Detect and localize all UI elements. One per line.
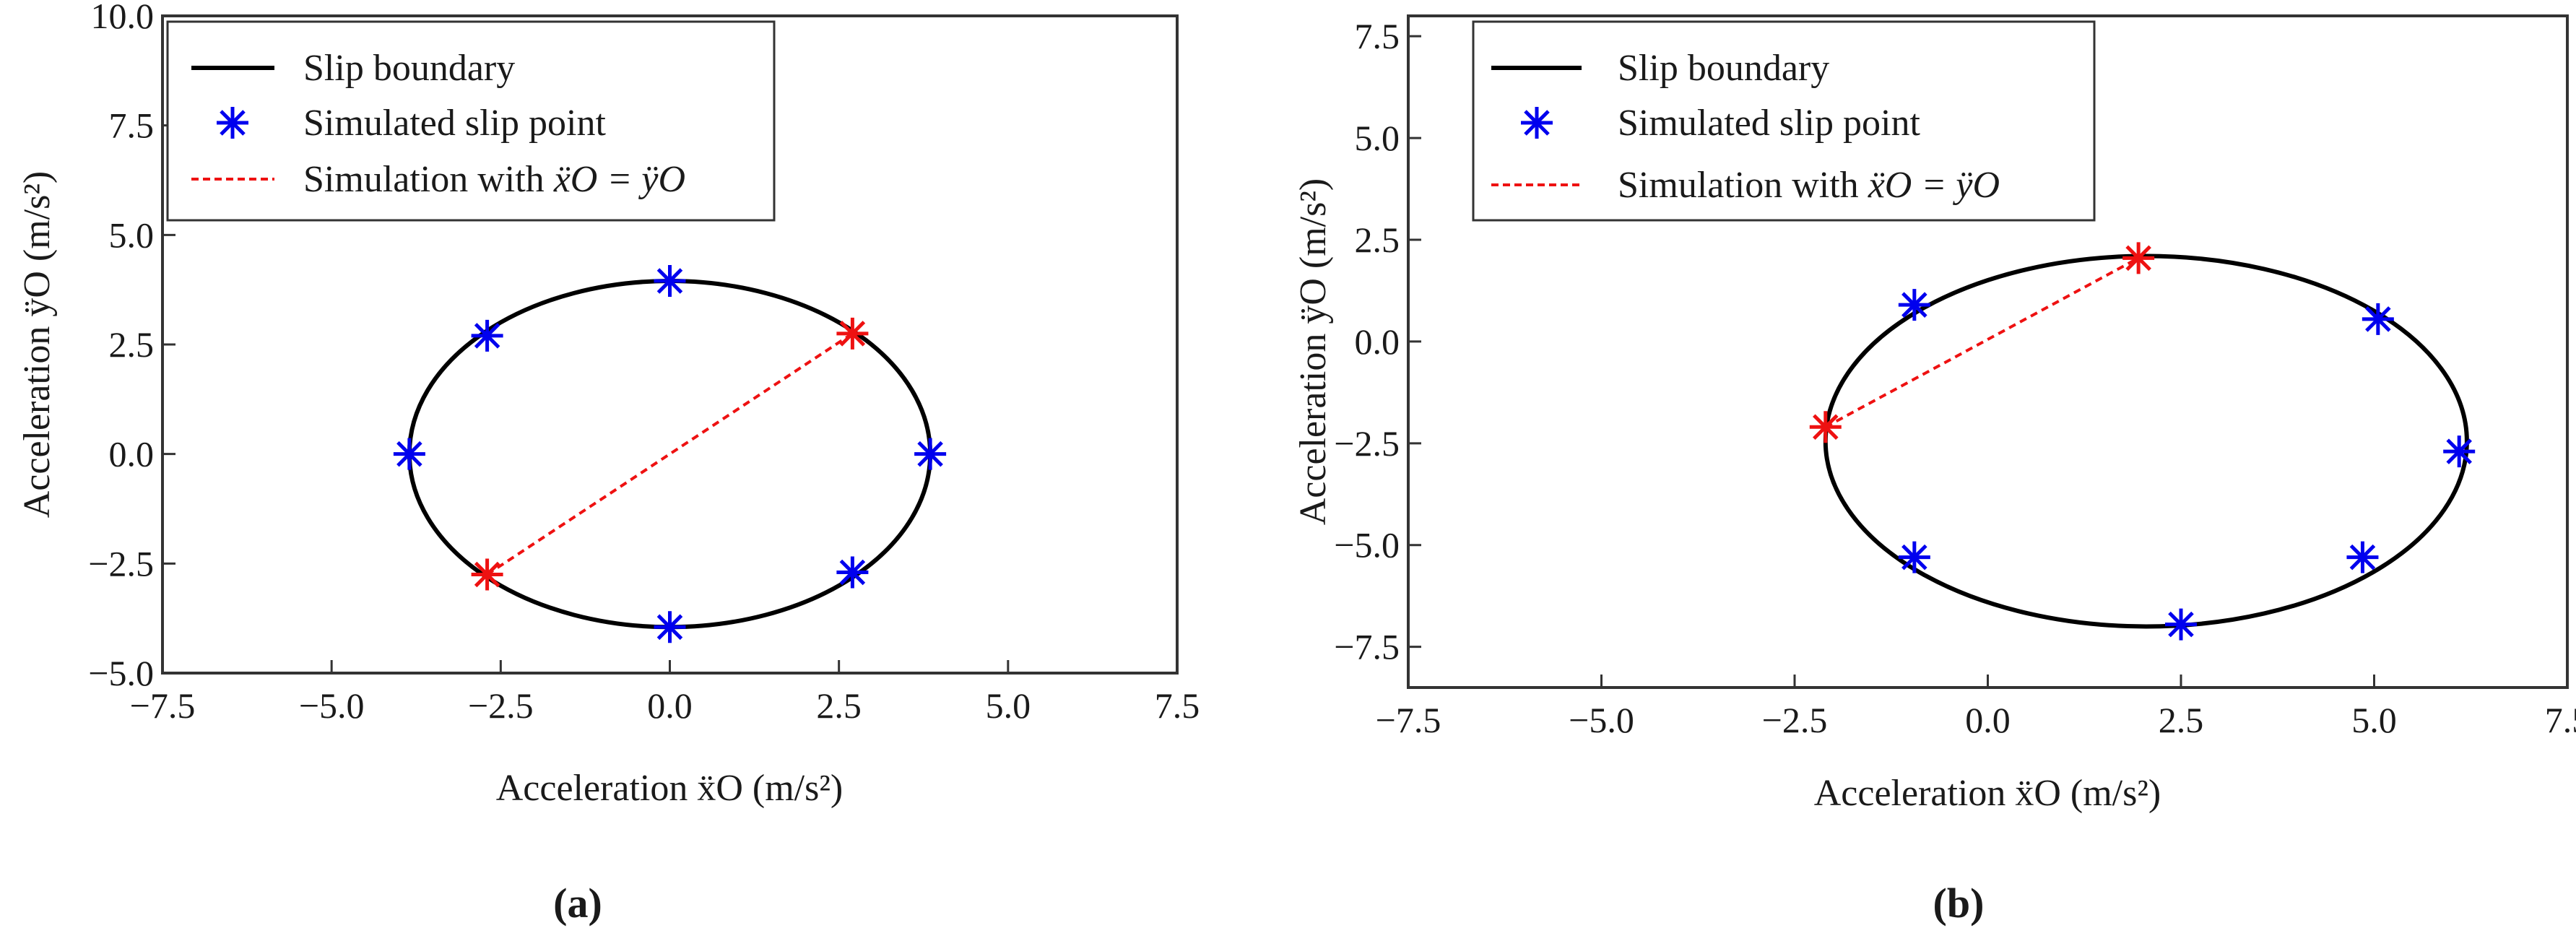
simulated-slip-point xyxy=(654,611,686,643)
legend-equal-prefix: Simulation with xyxy=(303,159,554,200)
y-tick-label: 0.0 xyxy=(109,434,155,474)
legend-equal-prefix: Simulation with xyxy=(1618,165,1868,206)
equal-simulation-point xyxy=(1809,411,1842,443)
simulated-slip-point xyxy=(2443,435,2476,468)
legend-equal-equation: ẍO = ÿO xyxy=(553,159,685,200)
simulated-slip-point xyxy=(393,438,425,470)
chart-panel-b: −7.5 −5.0 −2.5 0.0 2.5 5.0 7.5 −7.5 −5.0 −2.5 0.0 2… xyxy=(1293,14,2576,927)
legend: Slip boundary Simulated slip point Simul… xyxy=(1472,20,2096,222)
y-tick-label: −7.5 xyxy=(1334,627,1400,667)
panel-label-b: (b) xyxy=(1933,880,1985,927)
y-tick-label: −2.5 xyxy=(88,543,154,584)
simulated-slip-point xyxy=(1898,289,1930,321)
x-axis-label: Acceleration ẍO (m/s²) xyxy=(1814,773,2161,814)
legend-equal-label: Simulation with ẍO = ÿO xyxy=(1618,165,2000,206)
simulated-slip-point xyxy=(914,438,947,470)
y-tick-label: 5.0 xyxy=(109,214,155,255)
y-tick-label: 5.0 xyxy=(1355,118,1400,158)
simulated-slip-point xyxy=(2346,541,2379,573)
x-tick-label: −7.5 xyxy=(1376,700,1441,740)
y-tick-label: 10.0 xyxy=(91,0,155,36)
legend-boundary-label: Slip boundary xyxy=(1618,48,1829,89)
simulated-slip-point xyxy=(471,319,503,352)
legend-equal-label: Simulation with ẍO = ÿO xyxy=(303,159,685,200)
simulated-slip-point xyxy=(2165,608,2197,641)
x-tick-label: 2.5 xyxy=(2159,700,2204,740)
legend-simulated-swatch xyxy=(1521,107,1553,139)
x-tick-label: 5.0 xyxy=(2351,700,2397,740)
y-tick-label: 2.5 xyxy=(109,324,155,365)
legend-box xyxy=(1472,20,2096,222)
x-tick-label: 7.5 xyxy=(2545,700,2576,740)
x-tick-label: −2.5 xyxy=(468,685,534,726)
y-tick-label: 0.0 xyxy=(1355,321,1400,362)
y-tick-label: −5.0 xyxy=(1334,525,1400,565)
y-tick-label: 2.5 xyxy=(1355,220,1400,260)
x-tick-label: 5.0 xyxy=(986,685,1031,726)
chart-panel-a: −7.5 −5.0 −2.5 0.0 2.5 5.0 7.5−5.0−2.50.02.55.… xyxy=(17,0,1200,927)
x-tick-label: −5.0 xyxy=(1569,700,1634,740)
equal-simulation-point xyxy=(2122,242,2155,274)
x-tick-label: 2.5 xyxy=(816,685,862,726)
simulated-slip-point xyxy=(2362,303,2394,335)
y-tick-label: −2.5 xyxy=(1334,423,1400,464)
legend-simulated-label: Simulated slip point xyxy=(1618,103,1920,144)
y-tick-label: −5.0 xyxy=(88,653,154,693)
y-tick-label: 7.5 xyxy=(1355,16,1400,56)
legend-simulated-swatch xyxy=(217,107,248,139)
equal-simulation-point xyxy=(471,558,503,591)
x-tick-label: −7.5 xyxy=(130,685,196,726)
panel-label-a: (a) xyxy=(553,880,602,927)
simulated-slip-point xyxy=(654,265,686,298)
x-tick-label: 7.5 xyxy=(1155,685,1200,726)
legend-simulated-label: Simulated slip point xyxy=(303,103,606,144)
x-tick-label: −2.5 xyxy=(1762,700,1828,740)
legend-box xyxy=(166,20,776,222)
x-axis-label: Acceleration ẍO (m/s²) xyxy=(496,768,844,809)
x-tick-label: 0.0 xyxy=(647,685,693,726)
x-tick-label: 0.0 xyxy=(1965,700,2011,740)
legend-boundary-label: Slip boundary xyxy=(303,48,515,89)
y-axis-label: Acceleration ÿO (m/s²) xyxy=(1293,178,1334,526)
simulated-slip-point xyxy=(836,556,869,589)
simulated-slip-point xyxy=(1898,541,1930,573)
equal-simulation-line xyxy=(1824,256,2140,429)
y-axis-label: Acceleration ÿO (m/s²) xyxy=(17,171,58,519)
legend: Slip boundary Simulated slip point Simul… xyxy=(166,20,776,222)
equal-simulation-point xyxy=(836,317,869,350)
x-tick-label: −5.0 xyxy=(299,685,365,726)
y-tick-label: 7.5 xyxy=(109,105,155,146)
legend-equal-equation: ẍO = ÿO xyxy=(1868,165,2000,206)
